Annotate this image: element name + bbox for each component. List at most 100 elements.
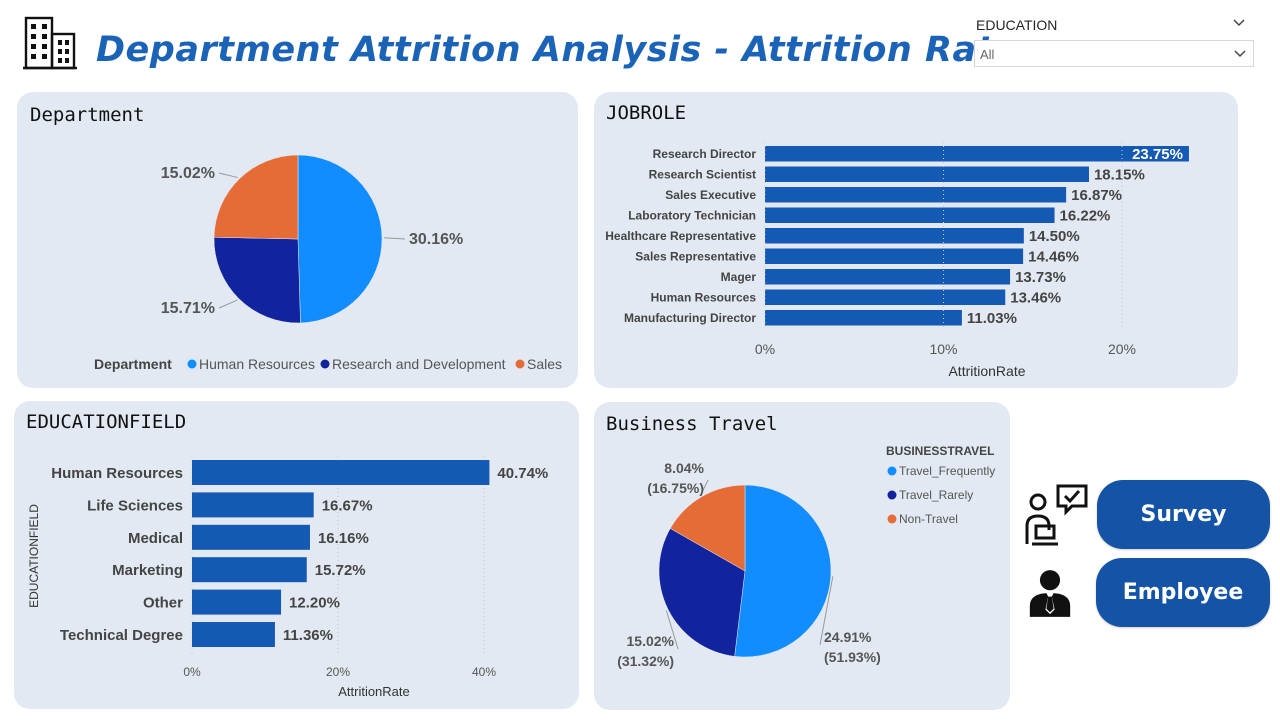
data-label: 23.75% (1132, 146, 1183, 163)
data-label: 14.46% (1028, 249, 1079, 266)
data-label: 16.87% (1071, 187, 1122, 204)
educationfield-card: EDUCATIONFIELD 0% 20% 40% Human Resources 40… (14, 401, 579, 709)
axis-title: AttritionRate (338, 684, 410, 699)
data-label: 14.50% (1029, 228, 1080, 245)
pie-slice-travel-rarely (658, 528, 746, 657)
data-label: 11.03% (967, 310, 1017, 327)
share-label: (16.75%) (647, 480, 704, 496)
data-label: 13.73% (1015, 269, 1066, 286)
department-card: Department 30.16% 15.71% 15.02% Department H… (17, 92, 578, 388)
bar (192, 460, 490, 485)
data-label: 15.02% (627, 633, 675, 649)
business-travel-card: Business Travel 24.91% (51.93%) 15.02% (31.… (594, 402, 1010, 710)
jobrole-bar-chart[interactable]: Research Director 23.75% Research Scientis… (594, 92, 1238, 388)
legend-marker (887, 514, 897, 524)
data-label: 40.74% (497, 465, 548, 482)
legend-marker (320, 359, 330, 369)
category-label: Medical (128, 530, 183, 547)
jobrole-card: JOBROLE Research Director 23.75% Research … (594, 92, 1238, 388)
pie-slice-travel-frequently (734, 484, 832, 658)
data-label: 15.71% (161, 300, 215, 317)
survey-chat-icon (1025, 484, 1088, 546)
bar (192, 622, 275, 647)
leader-line (218, 299, 238, 309)
legend-marker (187, 359, 197, 369)
bar (765, 310, 962, 326)
leader-line (383, 237, 406, 240)
tick-label: 20% (1108, 341, 1136, 357)
tick-label: 0% (755, 341, 775, 357)
category-label: Marketing (112, 562, 183, 579)
category-label: Healthcare Representative (605, 229, 756, 243)
axis-title: AttritionRate (948, 363, 1025, 379)
employee-icon (1029, 570, 1071, 617)
category-label: Other (143, 595, 183, 612)
data-label: 12.20% (289, 595, 340, 612)
tick-label: 10% (929, 341, 957, 357)
legend-marker (515, 359, 525, 369)
slicer-label: EDUCATION (976, 17, 1058, 33)
slicer-dropdown[interactable]: All (974, 40, 1254, 67)
card-title: JOBROLE (606, 102, 687, 124)
data-label: 30.16% (409, 231, 463, 248)
employee-button[interactable]: Employee (1096, 558, 1270, 627)
bar (192, 524, 310, 550)
data-label: 15.02% (161, 165, 215, 182)
bar (765, 187, 1067, 203)
data-label: 11.36% (283, 627, 333, 644)
card-title: Business Travel (606, 413, 778, 435)
tick-label: 20% (326, 665, 350, 679)
category-label: Manufacturing Director (624, 311, 756, 325)
bar (192, 492, 314, 518)
card-title: Department (30, 104, 145, 126)
slicer-selected-value: All (980, 47, 995, 62)
pie-slice-sales (213, 154, 299, 240)
business-travel-pie-chart[interactable]: 24.91% (51.93%) 15.02% (31.32%) 8.04% (16.75%… (594, 402, 1010, 710)
category-label: Sales Executive (665, 188, 756, 202)
leader-line (665, 610, 679, 650)
department-pie-chart[interactable]: 30.16% 15.71% 15.02% Department Human Resour… (17, 92, 578, 388)
leader-line (700, 479, 709, 496)
legend-item: Travel_Rarely (899, 488, 973, 502)
page-title: Department Attrition Analysis - Attritio… (96, 30, 1019, 70)
data-label: 8.04% (664, 460, 704, 476)
legend-marker (887, 490, 897, 500)
bar (765, 289, 1006, 305)
category-label: Human Resources (51, 465, 183, 482)
bar (765, 248, 1024, 264)
bar (192, 589, 282, 615)
bar (765, 207, 1055, 223)
legend-item: Sales (527, 356, 562, 372)
legend-title: Department (94, 356, 172, 372)
data-label: 24.91% (824, 629, 872, 645)
card-title: EDUCATIONFIELD (26, 411, 187, 433)
bar (192, 557, 307, 583)
chevron-down-icon (1234, 50, 1246, 58)
legend-item: Research and Development (332, 356, 506, 372)
data-label: 16.16% (318, 530, 369, 547)
bar (765, 146, 1189, 162)
tick-label: 40% (472, 665, 496, 679)
pie-slice-human-resources (297, 154, 383, 324)
data-label: 18.15% (1094, 167, 1145, 184)
chevron-down-icon[interactable] (1232, 16, 1246, 30)
category-label: Laboratory Technician (628, 209, 756, 223)
category-label: Technical Degree (60, 627, 183, 644)
tick-label: 0% (183, 665, 201, 679)
survey-button[interactable]: Survey (1097, 480, 1270, 549)
pie-slice-research-and-development (213, 236, 301, 324)
data-label: 16.67% (322, 497, 373, 514)
category-label: Mager (721, 270, 757, 284)
axis-title: EDUCATIONFIELD (27, 504, 41, 608)
pie-slice-non-travel (669, 484, 746, 572)
legend-title: BUSINESSTRAVEL (886, 444, 994, 458)
category-label: Sales Representative (635, 250, 756, 264)
leader-line (819, 576, 834, 646)
category-label: Research Scientist (649, 168, 756, 182)
legend-item: Travel_Frequently (899, 464, 995, 478)
bar (765, 166, 1089, 182)
legend-item: Human Resources (199, 356, 315, 372)
bar (765, 269, 1011, 285)
category-label: Life Sciences (87, 497, 183, 514)
educationfield-bar-chart[interactable]: 0% 20% 40% Human Resources 40.74% Life Scienc… (14, 401, 579, 709)
